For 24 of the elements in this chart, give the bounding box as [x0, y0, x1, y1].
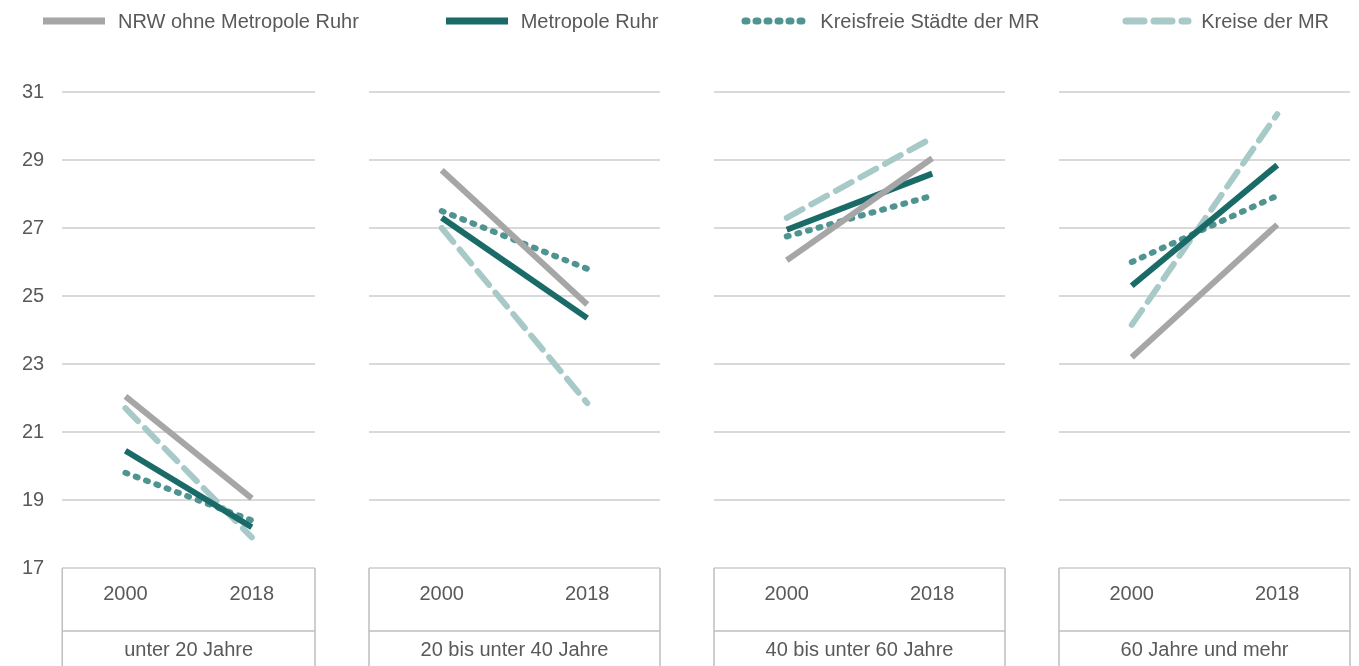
y-tick-label: 19: [22, 487, 45, 510]
x-axis-title: 20 bis unter 40 Jahre: [420, 637, 609, 660]
legend-label: Kreisfreie Städte der MR: [820, 9, 1040, 33]
x-tick-label: 2000: [103, 581, 148, 604]
y-tick-label: 25: [22, 283, 45, 306]
x-tick-label: 2018: [910, 581, 955, 604]
x-tick-label: 2018: [565, 581, 610, 604]
x-tick-label: 2000: [764, 581, 809, 604]
legend-label: NRW ohne Metropole Ruhr: [118, 9, 359, 33]
x-axis-title: unter 20 Jahre: [124, 637, 254, 660]
y-tick-label: 21: [22, 419, 45, 442]
legend-label: Kreise der MR: [1201, 9, 1329, 33]
x-tick-label: 2018: [229, 581, 275, 604]
y-tick-label: 23: [22, 351, 45, 374]
x-tick-label: 2000: [419, 581, 464, 604]
y-tick-label: 29: [22, 147, 45, 170]
x-tick-label: 2000: [1109, 581, 1154, 604]
x-axis-title: 40 bis unter 60 Jahre: [765, 637, 954, 660]
legend-label: Metropole Ruhr: [520, 9, 659, 33]
y-tick-label: 31: [22, 79, 45, 102]
y-tick-label: 17: [22, 555, 45, 578]
x-axis-title: 60 Jahre und mehr: [1120, 637, 1289, 660]
x-tick-label: 2018: [1255, 581, 1300, 604]
y-tick-label: 27: [22, 215, 45, 238]
